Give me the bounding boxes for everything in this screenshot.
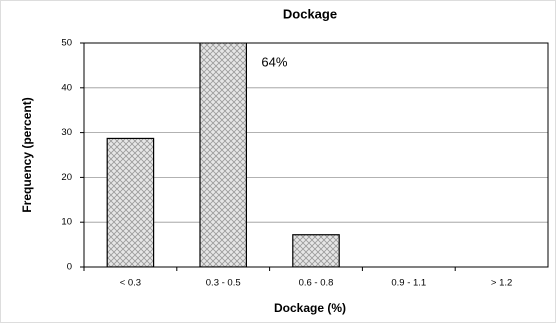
y-tick-label: 0	[67, 262, 72, 273]
value-label: 64%	[261, 54, 287, 69]
y-tick-label: 30	[61, 127, 72, 138]
chart-title: Dockage	[283, 6, 337, 21]
x-axis-label: Dockage (%)	[274, 301, 346, 315]
y-tick-label: 10	[61, 217, 72, 228]
bar	[199, 43, 248, 267]
x-tick-label: 0.6 - 0.8	[299, 278, 334, 289]
y-axis-label: Frequency (percent)	[20, 97, 34, 212]
x-tick-label: 0.3 - 0.5	[206, 278, 241, 289]
x-tick-label: < 0.3	[120, 278, 141, 289]
bar	[106, 137, 155, 267]
x-tick-label: > 1.2	[491, 278, 512, 289]
bar	[292, 234, 340, 267]
y-tick-label: 20	[61, 172, 72, 183]
y-tick-label: 40	[61, 82, 72, 93]
plot-frame	[83, 42, 549, 268]
x-tick-label: 0.9 - 1.1	[391, 278, 426, 289]
y-tick-label: 50	[61, 38, 72, 49]
